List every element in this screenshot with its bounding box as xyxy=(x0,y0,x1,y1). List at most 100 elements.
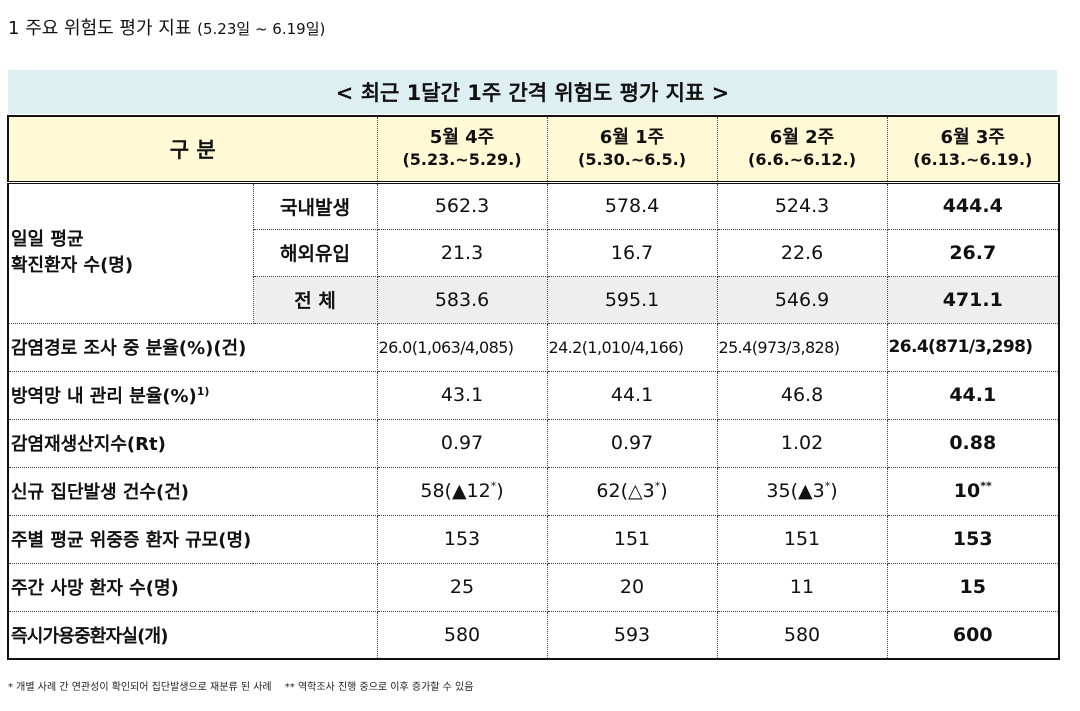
table-cell: 1.02 xyxy=(716,418,888,468)
table-cell: 583.6 xyxy=(376,275,548,324)
row-label-total: 전 체 xyxy=(252,275,378,324)
table-banner: < 최근 1달간 1주 간격 위험도 평가 지표 > xyxy=(8,70,1057,114)
table-cell: 0.97 xyxy=(546,418,718,468)
table-cell: 58(▲12*) xyxy=(376,466,548,516)
footnote-marker: ** xyxy=(980,479,992,493)
table-cell: 44.1 xyxy=(546,370,718,420)
table-cell: 44.1 xyxy=(886,370,1060,420)
table-cell: 15 xyxy=(886,562,1060,612)
table-cell: 524.3 xyxy=(716,181,888,230)
header-week-label: 6월 3주 xyxy=(940,126,1005,148)
table-cell: 562.3 xyxy=(376,181,548,230)
row-label-deaths: 주간 사망 환자 수(명) xyxy=(7,562,378,612)
row-label-severe: 주별 평균 위중증 환자 규모(명) xyxy=(7,514,378,564)
footnotes: * 개별 사례 간 연관성이 확인되어 집단발생으로 재분류 된 사례 ** 역… xyxy=(8,680,483,696)
table-cell: 43.1 xyxy=(376,370,548,420)
table-row: 전 체 583.6 595.1 546.9 471.1 xyxy=(8,275,1060,324)
risk-indicator-table: 구 분 5월 4주 (5.23.~5.29.) 6월 1주 (5.30.~6.5… xyxy=(7,115,1061,660)
cell-value: 62(△3 xyxy=(596,480,655,502)
table-row: 해외유입 21.3 16.7 22.6 26.7 xyxy=(8,228,1060,277)
row-label-icu-beds: 즉시가용중환자실(개) xyxy=(7,610,378,660)
footnote-marker: * xyxy=(824,479,831,493)
footnote-reclassified: * 개별 사례 간 연관성이 확인되어 집단발생으로 재분류 된 사례 xyxy=(8,682,272,693)
row-label-clusters: 신규 집단발생 건수(건) xyxy=(7,466,378,516)
cell-value: 58(▲12 xyxy=(420,480,491,502)
daily-cases-group-label: 일일 평균 확진환자 수(명) xyxy=(7,181,254,324)
cell-value-tail: ) xyxy=(830,480,838,502)
table-cell: 26.7 xyxy=(886,228,1060,277)
table-cell: 11 xyxy=(716,562,888,612)
table-row: 감염재생산지수(Rt) 0.97 0.97 1.02 0.88 xyxy=(7,418,1060,468)
table-cell: 26.0(1,063/4,085) xyxy=(376,322,548,372)
table-cell: 546.9 xyxy=(716,275,888,324)
table-cell: 16.7 xyxy=(546,228,718,277)
table-cell: 10** xyxy=(886,466,1060,516)
header-week-label: 6월 1주 xyxy=(599,126,665,148)
row-label-imported: 해외유입 xyxy=(252,228,378,277)
table-cell: 0.97 xyxy=(376,418,548,468)
table-row: 주간 사망 환자 수(명) 25 20 11 15 xyxy=(7,562,1060,612)
cell-value-tail: ) xyxy=(660,480,668,502)
section-title: 1 주요 위험도 평가 지표 (5.23일 ~ 6.19일) xyxy=(8,16,325,42)
table-cell: 578.4 xyxy=(546,181,718,230)
header-week-3: 6월 2주 (6.6.~6.12.) xyxy=(716,115,888,184)
table-cell: 25.4(973/3,828) xyxy=(716,322,888,372)
table-cell: 153 xyxy=(376,514,548,564)
table-cell: 22.6 xyxy=(716,228,888,277)
header-week-dates: (5.23.~5.29.) xyxy=(402,149,522,169)
header-week-dates: (5.30.~6.5.) xyxy=(578,149,687,169)
table-cell: 580 xyxy=(716,610,888,660)
table-cell: 593 xyxy=(546,610,718,660)
table-cell: 151 xyxy=(716,514,888,564)
table-row: 즉시가용중환자실(개) 580 593 580 600 xyxy=(7,610,1060,660)
group-label-line: 확진환자 수(명) xyxy=(11,255,134,276)
table-cell: 21.3 xyxy=(376,228,548,277)
table-row: 감염경로 조사 중 분율(%)(건) 26.0(1,063/4,085) 24.… xyxy=(7,322,1060,372)
table-cell: 25 xyxy=(376,562,548,612)
cell-value: 10 xyxy=(953,480,981,502)
table-cell: 26.4(871/3,298) xyxy=(886,322,1060,372)
table-cell: 35(▲3*) xyxy=(716,466,888,516)
row-label-text: 방역망 내 관리 분율(%) xyxy=(11,386,197,407)
table-cell: 600 xyxy=(886,610,1060,660)
row-label-path-unknown: 감염경로 조사 중 분율(%)(건) xyxy=(7,322,378,372)
table-cell: 151 xyxy=(546,514,718,564)
table-cell: 20 xyxy=(546,562,718,612)
footnote-under-investigation: ** 역학조사 진행 중으로 이후 증가할 수 있음 xyxy=(284,682,474,693)
header-week-1: 5월 4주 (5.23.~5.29.) xyxy=(376,115,548,184)
header-row: 구 분 5월 4주 (5.23.~5.29.) 6월 1주 (5.30.~6.5… xyxy=(7,115,1060,184)
table-cell: 595.1 xyxy=(546,275,718,324)
section-date-range: (5.23일 ~ 6.19일) xyxy=(197,20,326,38)
cell-value: 35(▲3 xyxy=(766,480,825,502)
table-cell: 471.1 xyxy=(886,275,1060,324)
footnote-marker: * xyxy=(490,479,497,493)
table-cell: 46.8 xyxy=(716,370,888,420)
table-row: 방역망 내 관리 분율(%)1) 43.1 44.1 46.8 44.1 xyxy=(7,370,1060,420)
header-week-label: 5월 4주 xyxy=(429,126,495,148)
table-cell: 444.4 xyxy=(886,181,1060,230)
header-week-2: 6월 1주 (5.30.~6.5.) xyxy=(546,115,718,184)
footnote-marker: 1) xyxy=(196,385,210,398)
table-cell: 0.88 xyxy=(886,418,1060,468)
section-heading: 주요 위험도 평가 지표 xyxy=(25,18,192,39)
section-number: 1 xyxy=(8,18,20,39)
header-category: 구 분 xyxy=(7,115,378,184)
header-week-4: 6월 3주 (6.13.~6.19.) xyxy=(886,115,1060,184)
header-week-label: 6월 2주 xyxy=(769,126,835,148)
table-cell: 62(△3*) xyxy=(546,466,718,516)
row-label-domestic: 국내발생 xyxy=(252,181,378,230)
table-cell: 580 xyxy=(376,610,548,660)
table-row: 주별 평균 위중증 환자 규모(명) 153 151 151 153 xyxy=(7,514,1060,564)
header-week-dates: (6.6.~6.12.) xyxy=(748,149,857,169)
table-row: 신규 집단발생 건수(건) 58(▲12*) 62(△3*) 35(▲3*) 1… xyxy=(7,466,1060,516)
row-label-managed: 방역망 내 관리 분율(%)1) xyxy=(7,370,378,420)
row-label-rt: 감염재생산지수(Rt) xyxy=(7,418,378,468)
group-label-line: 일일 평균 xyxy=(11,229,84,250)
cell-value-tail: ) xyxy=(496,480,504,502)
table-row: 일일 평균 확진환자 수(명) 국내발생 562.3 578.4 524.3 4… xyxy=(7,181,1060,324)
footnote-marker: * xyxy=(654,479,661,493)
table-cell: 153 xyxy=(886,514,1060,564)
table-cell: 24.2(1,010/4,166) xyxy=(546,322,718,372)
header-week-dates: (6.13.~6.19.) xyxy=(913,149,1033,169)
